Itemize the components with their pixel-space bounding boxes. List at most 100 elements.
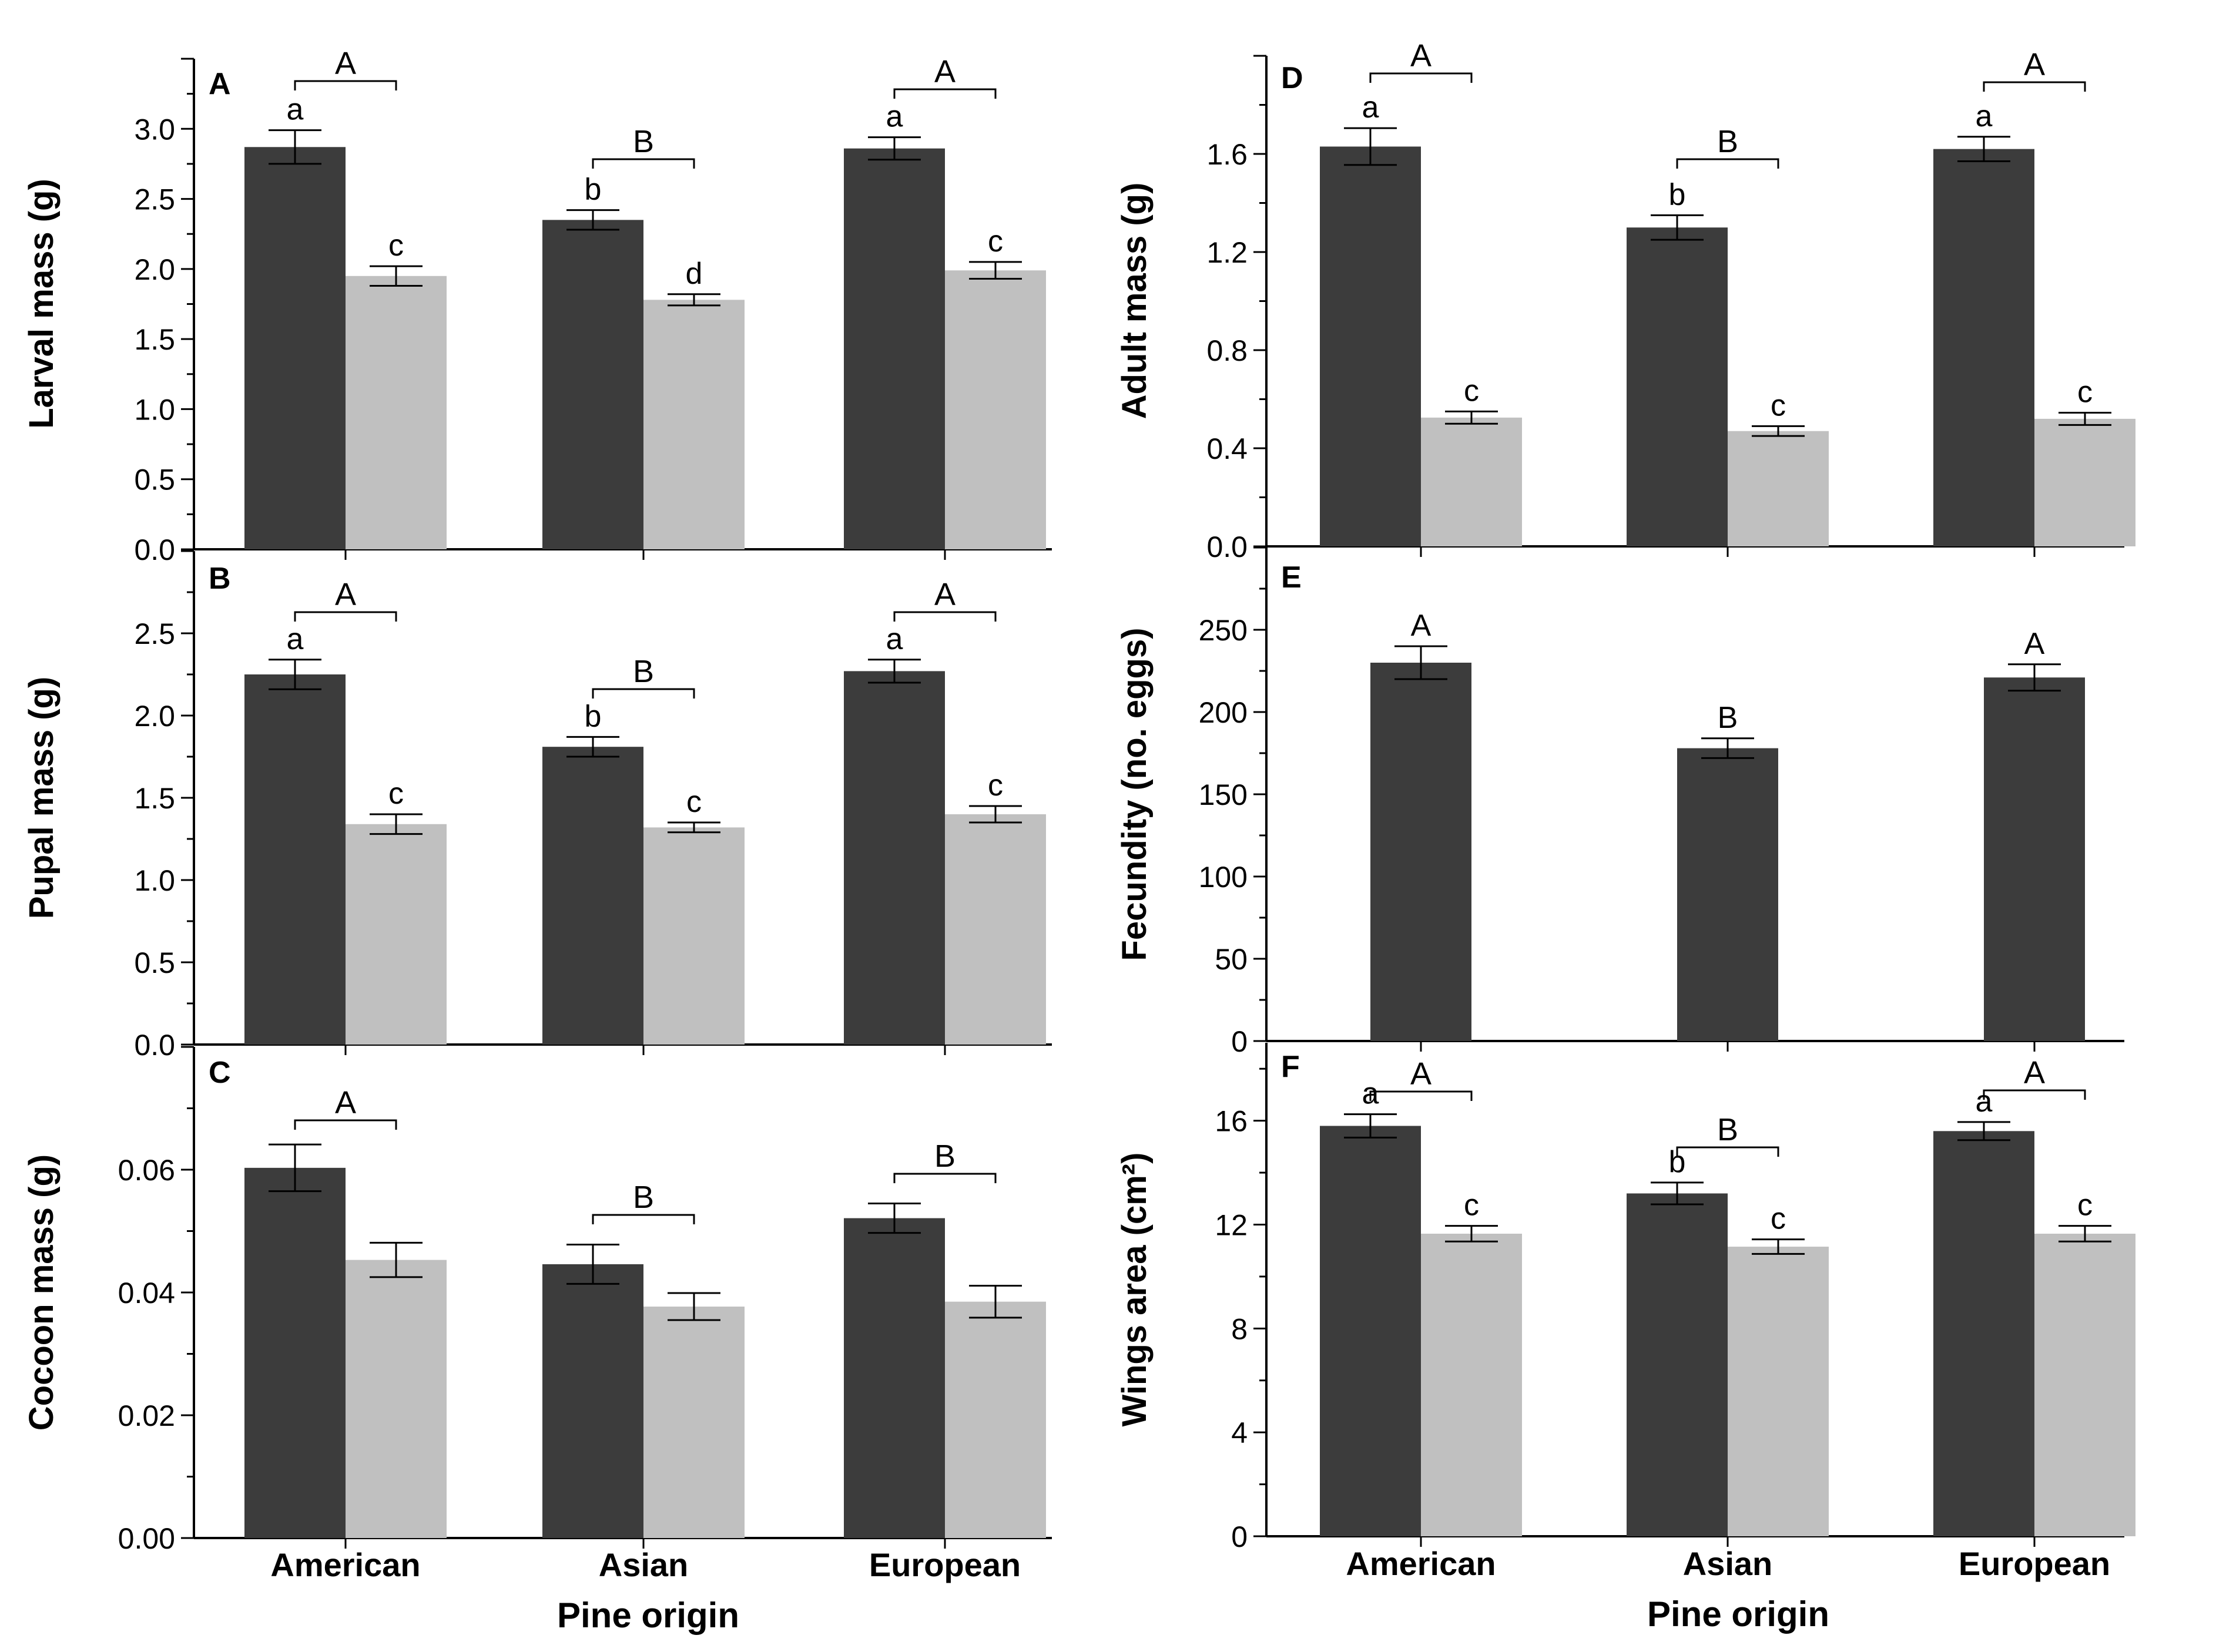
bar-dark-asian	[542, 220, 643, 549]
significance-letter: c	[1464, 1188, 1479, 1223]
y-tick-label: 0	[1231, 1025, 1248, 1058]
right-category-label-american: American	[1346, 1545, 1496, 1582]
significance-letter: b	[1669, 177, 1686, 211]
y-tick-label: 8	[1231, 1312, 1248, 1345]
y-tick-label: 2.0	[134, 253, 175, 286]
bar-dark-american	[1320, 1126, 1421, 1536]
bar-light-american	[1421, 1233, 1522, 1536]
y-tick-label: 1.5	[134, 323, 175, 356]
panel-label: B	[209, 562, 231, 596]
y-tick-label: 0.0	[1206, 530, 1248, 563]
significance-letter: c	[1464, 374, 1479, 408]
y-tick-label: 0.0	[134, 533, 175, 566]
bar-light-european	[945, 1301, 1046, 1538]
y-tick-label: 4	[1231, 1416, 1248, 1449]
y-tick-label: 0.02	[118, 1399, 175, 1432]
y-tick-label: 1.6	[1206, 138, 1248, 171]
y-axis-title: Larval mass (g)	[22, 179, 61, 429]
panel-e: 0 50 100 150 200 250 Fecundity (no. eggs) E A B A	[1115, 546, 2124, 1058]
bar-dark-american	[244, 1167, 346, 1538]
bar-light-european	[2034, 1233, 2135, 1536]
group-letter: A	[934, 577, 956, 612]
significance-letter: c	[686, 785, 702, 819]
y-tick-label: 1.0	[134, 864, 175, 897]
y-tick-label: 1.2	[1206, 236, 1248, 269]
significance-letter: c	[2077, 1188, 2093, 1223]
right-x-axis-title: Pine origin	[1647, 1594, 1829, 1634]
y-tick-label: 2.5	[134, 183, 175, 216]
y-tick-label: 12	[1215, 1208, 1248, 1241]
comparison-bracket	[1983, 1089, 2086, 1100]
bar-light-asian	[1728, 1247, 1829, 1536]
bar-light-american	[1421, 417, 1522, 546]
significance-letter: c	[988, 768, 1003, 803]
significance-letter: A	[1411, 609, 1431, 643]
bar-light-american	[346, 276, 447, 549]
bar-light-european	[2034, 418, 2135, 546]
left-x-axis-title: Pine origin	[557, 1596, 739, 1635]
significance-letter: a	[287, 93, 304, 127]
group-letter: B	[633, 124, 654, 159]
bar-dark-asian	[542, 747, 643, 1045]
bar-light-european	[945, 814, 1046, 1045]
group-letter: A	[335, 46, 356, 81]
group-letter: B	[1717, 124, 1738, 159]
significance-letter: B	[1718, 701, 1738, 735]
bar-dark-european	[844, 671, 945, 1045]
y-axis-title: Cocoon mass (g)	[22, 1154, 61, 1431]
y-tick-label: 200	[1199, 696, 1248, 729]
panel-label: E	[1281, 560, 1302, 595]
y-tick-label: 0.06	[118, 1154, 175, 1187]
group-letter: A	[2024, 1055, 2045, 1090]
significance-letter: b	[585, 173, 602, 207]
bar-light-asian	[643, 300, 745, 549]
right-category-label-european: European	[1959, 1545, 2110, 1582]
comparison-bracket	[1983, 81, 2086, 92]
significance-letter: c	[388, 777, 404, 811]
group-letter: A	[934, 54, 956, 89]
significance-letter: d	[686, 257, 703, 291]
comparison-bracket	[893, 1173, 997, 1183]
group-letter: A	[335, 577, 356, 612]
bar-dark-american	[1370, 663, 1471, 1041]
panel-label: D	[1281, 61, 1303, 95]
panel-label: C	[209, 1056, 231, 1090]
significance-letter: b	[585, 699, 602, 733]
y-tick-label: 100	[1199, 861, 1248, 894]
y-tick-label: 150	[1199, 778, 1248, 811]
bar-dark-european	[844, 1218, 945, 1538]
comparison-bracket	[1676, 1146, 1779, 1157]
panel-label: F	[1281, 1050, 1300, 1084]
bar-dark-american	[244, 147, 346, 550]
y-tick-label: 2.5	[134, 617, 175, 650]
bar-dark-european	[1984, 677, 2085, 1041]
significance-letter: c	[988, 224, 1003, 258]
group-letter: A	[2024, 47, 2045, 82]
significance-letter: c	[388, 229, 404, 263]
bar-dark-asian	[1627, 1193, 1728, 1536]
y-tick-label: 3.0	[134, 113, 175, 146]
y-tick-label: 0.4	[1206, 432, 1248, 465]
significance-letter: a	[1362, 90, 1379, 125]
group-letter: B	[934, 1139, 956, 1174]
left-category-label-american: American	[270, 1546, 420, 1583]
comparison-bracket	[1676, 158, 1779, 169]
significance-letter: a	[1976, 99, 1993, 133]
left-x-axis-labels: American Asian European Pine origin	[270, 1546, 1021, 1635]
y-tick-label: 0.5	[134, 946, 175, 979]
comparison-bracket	[1369, 72, 1473, 83]
bar-dark-american	[1320, 146, 1421, 547]
y-tick-label: 50	[1215, 943, 1248, 976]
significance-letter: a	[886, 622, 903, 656]
bar-dark-european	[844, 148, 945, 549]
group-letter: B	[1717, 1112, 1738, 1147]
left-category-label-asian: Asian	[599, 1546, 689, 1583]
bar-light-asian	[1728, 431, 1829, 546]
left-category-label-european: European	[869, 1546, 1021, 1583]
panel-c: 0.00 0.02 0.04 0.06 Cocoon mass (g) C A B B	[22, 1046, 1052, 1555]
significance-letter: a	[886, 100, 903, 134]
right-x-axis-labels: American Asian European Pine origin	[1346, 1545, 2110, 1634]
bar-dark-asian	[542, 1264, 643, 1538]
group-letter: A	[335, 1085, 356, 1120]
